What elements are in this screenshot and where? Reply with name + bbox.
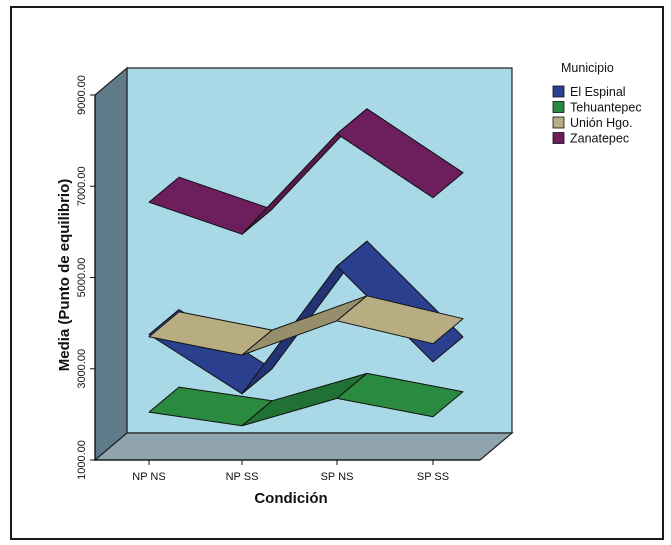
y-tick-label: 3000.00 — [76, 349, 88, 389]
series-zanatepec — [148, 108, 464, 235]
floor — [93, 432, 514, 461]
legend-swatch — [552, 85, 565, 98]
ribbon-segment — [336, 372, 464, 418]
y-axis-title: Media (Punto de equilibrio) — [56, 179, 73, 372]
legend-label: Tehuantepec — [570, 101, 642, 115]
legend-label: Zanatepec — [570, 132, 629, 146]
series-tehuantepec — [148, 372, 464, 427]
legend-swatch — [552, 101, 565, 113]
x-tick-label: SP NS — [321, 471, 354, 483]
legend-swatch — [552, 132, 565, 144]
legend-label: Unión Hgo. — [570, 116, 633, 130]
y-tick-label: 5000.00 — [76, 258, 88, 298]
series-ribbons — [148, 108, 464, 427]
legend-swatch — [552, 116, 565, 129]
y-tick-label: 7000.00 — [76, 166, 88, 206]
x-axis-title: Condición — [254, 490, 327, 507]
series-uni-n-hgo- — [148, 295, 464, 356]
side-wall — [94, 66, 128, 462]
legend-title: Municipio — [561, 61, 614, 75]
back-wall — [126, 67, 513, 434]
ribbon-segment — [336, 295, 464, 345]
ribbon-segment — [336, 108, 464, 199]
axes: 1000.00 3000.00 5000.00 7000.00 9000.00 NP NS… — [76, 75, 480, 483]
x-tick-label: NP NS — [132, 471, 165, 483]
y-tick-label: 1000.00 — [76, 440, 88, 480]
x-tick-label: SP SS — [417, 471, 449, 483]
x-tick-label: NP SS — [226, 471, 259, 483]
legend-label: El Espinal — [570, 85, 626, 99]
y-tick-label: 9000.00 — [76, 75, 88, 115]
